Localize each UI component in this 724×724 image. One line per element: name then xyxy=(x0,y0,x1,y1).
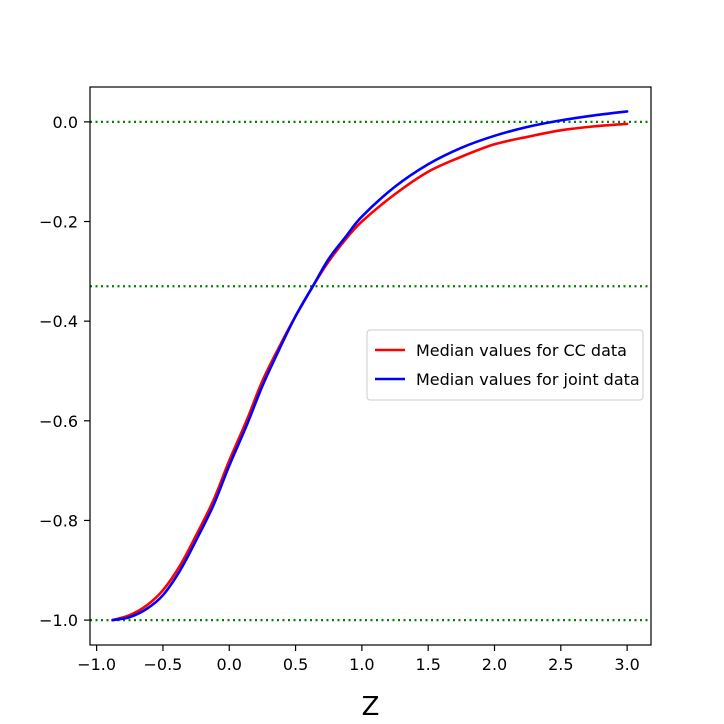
y-tick-label: −0.4 xyxy=(39,312,78,331)
y-axis: 0.0 −0.2 −0.4 −0.6 −0.8 −1.0 xyxy=(39,113,90,630)
legend: Median values for CC data Median values f… xyxy=(366,329,644,401)
series-lines xyxy=(111,110,629,622)
x-tick-label: 1.5 xyxy=(415,655,440,674)
legend-entry: Median values for joint data xyxy=(416,370,640,389)
legend-entry: Median values for CC data xyxy=(416,341,627,360)
legend-box xyxy=(366,329,644,401)
x-tick-label: 2.0 xyxy=(482,655,507,674)
x-tick-label: −1.0 xyxy=(77,655,116,674)
y-tick-label: −0.6 xyxy=(39,412,78,431)
y-tick-label: −0.8 xyxy=(39,511,78,530)
x-tick-label: 0.0 xyxy=(217,655,242,674)
y-tick-label: 0.0 xyxy=(53,113,78,132)
x-tick-label: −0.5 xyxy=(144,655,183,674)
y-tick-label: −1.0 xyxy=(39,611,78,630)
x-tick-label: 1.0 xyxy=(349,655,374,674)
x-tick-label: 2.5 xyxy=(548,655,573,674)
y-tick-label: −0.2 xyxy=(39,213,78,232)
x-tick-label: 0.5 xyxy=(283,655,308,674)
series-line-1 xyxy=(111,110,629,622)
x-axis-label: Z xyxy=(362,692,380,722)
plot-frame xyxy=(89,86,652,646)
x-axis: −1.0 −0.5 0.0 0.5 1.0 1.5 2.0 2.5 3.0 xyxy=(77,645,640,674)
x-tick-label: 3.0 xyxy=(614,655,639,674)
